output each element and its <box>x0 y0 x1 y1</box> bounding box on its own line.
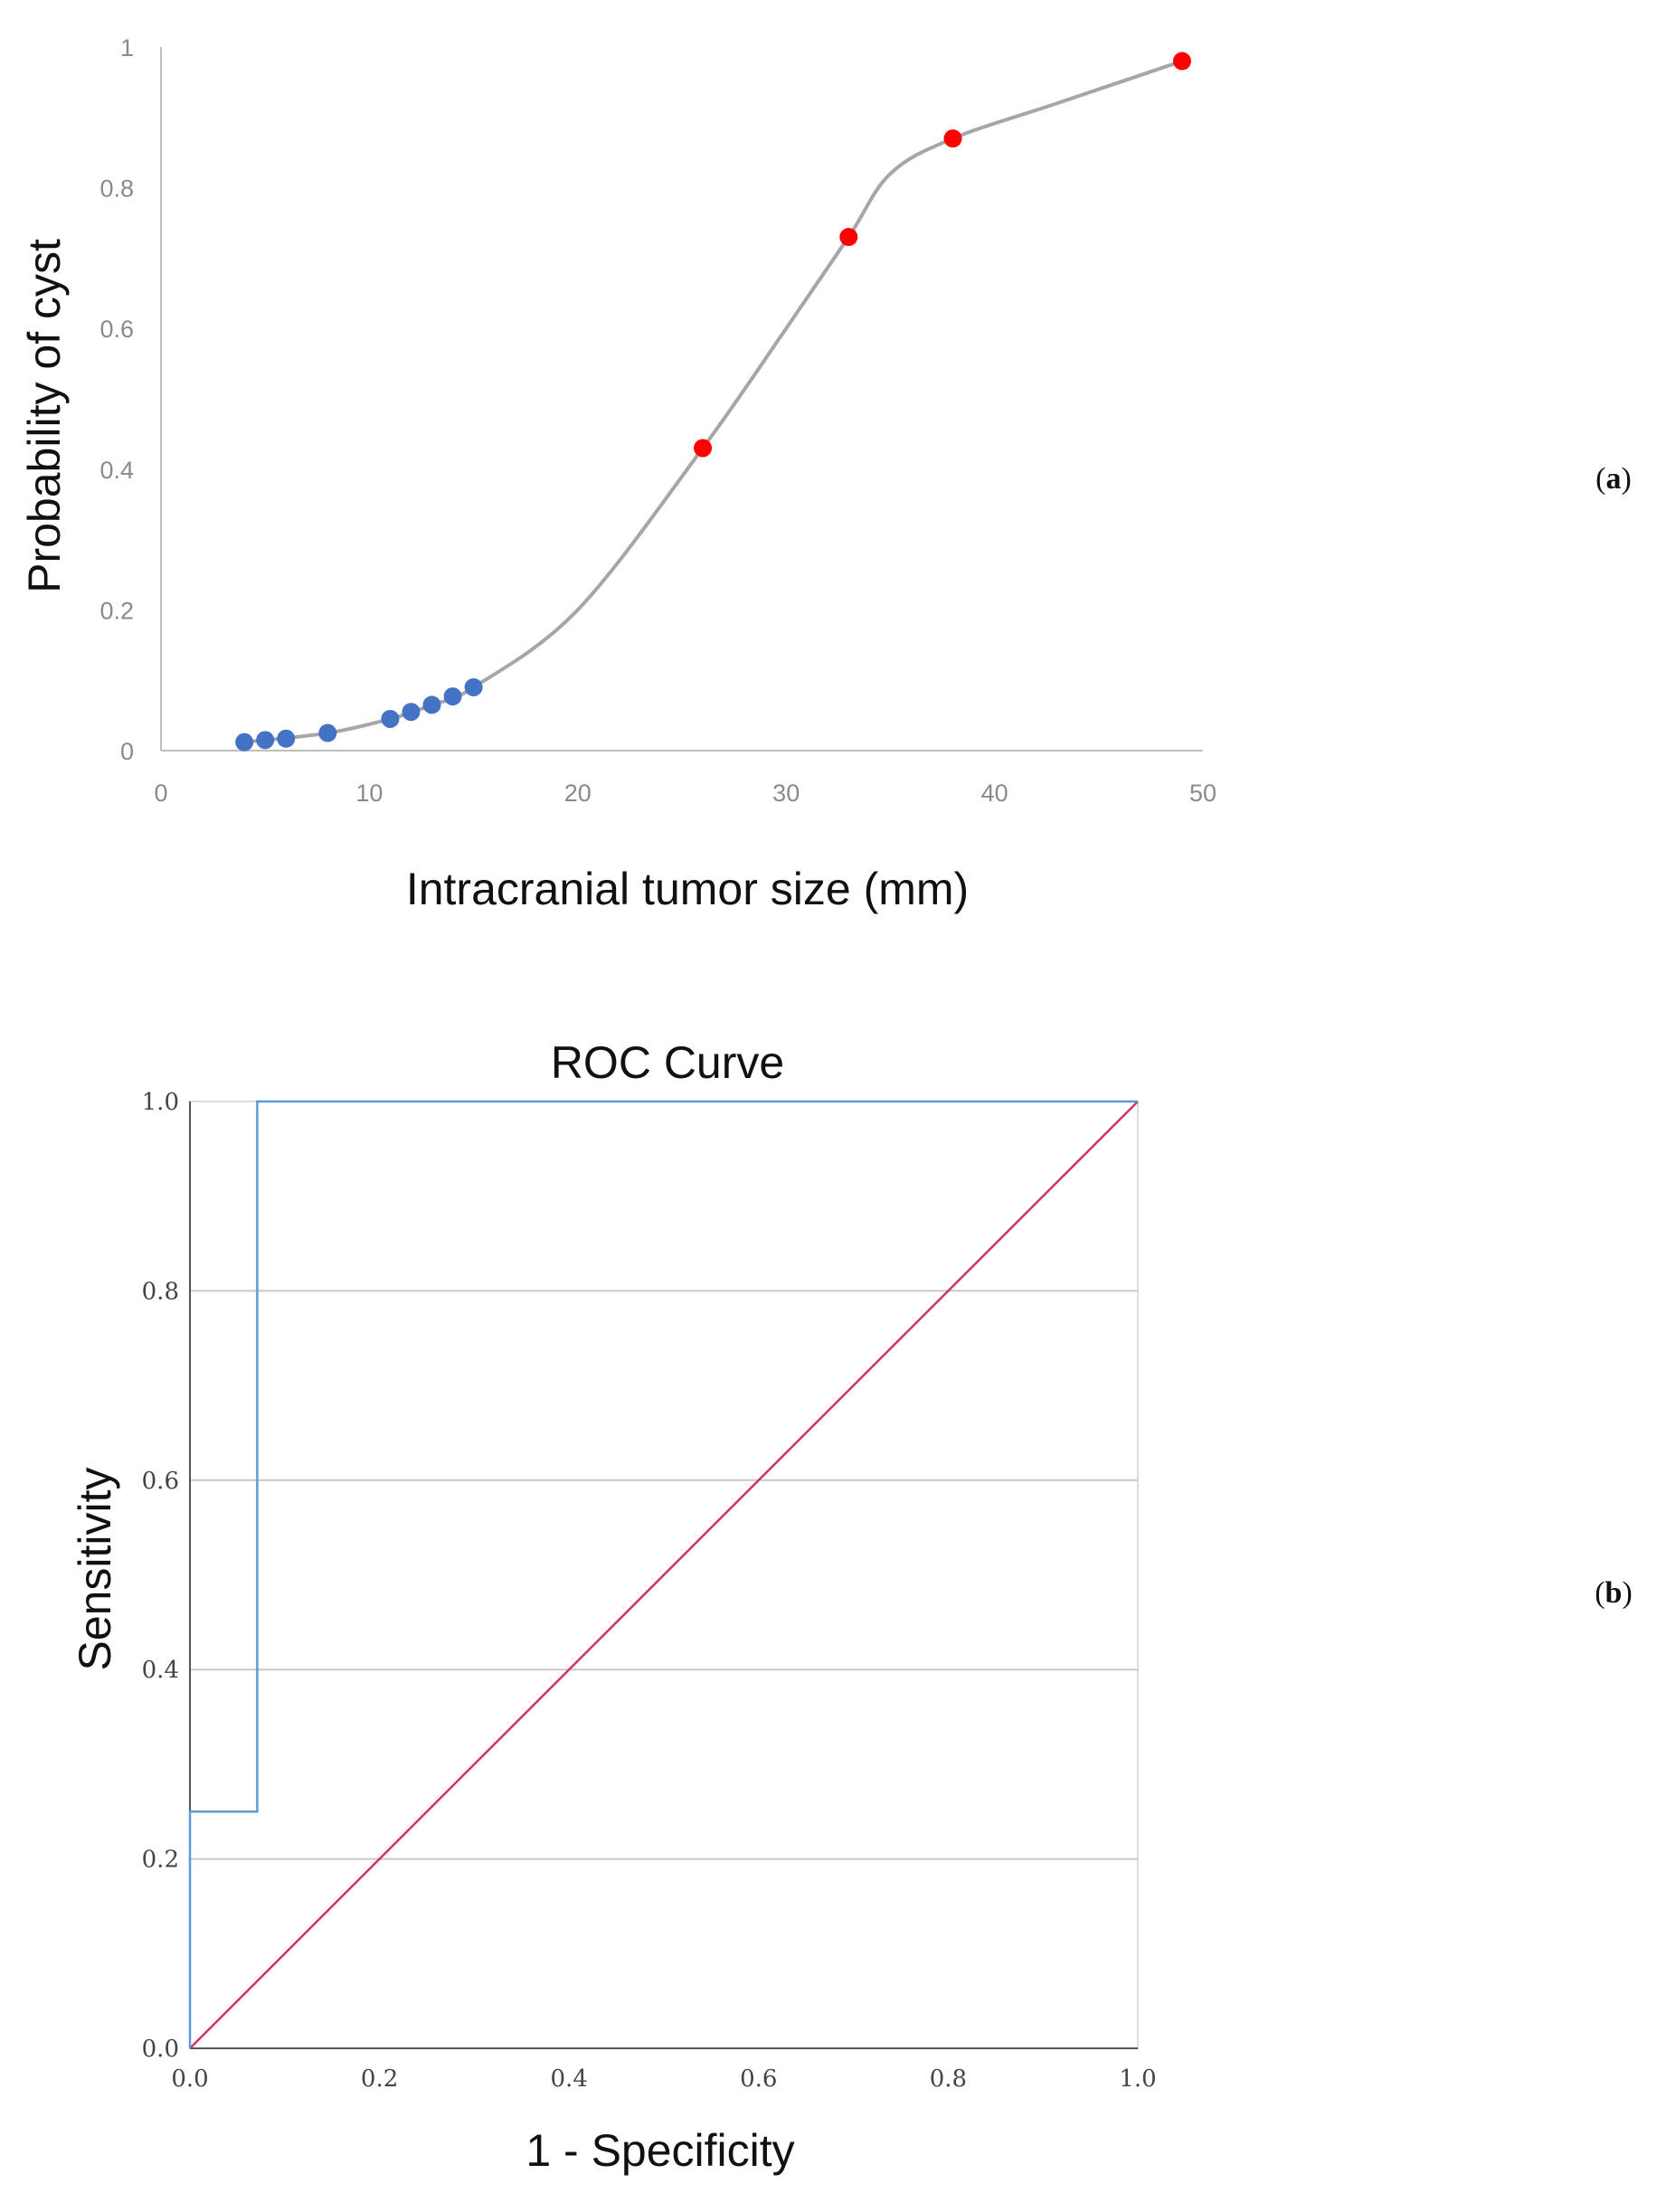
panel-b-y-tick-label: 0.0 <box>142 2036 179 2063</box>
panel-a-y-tick-label: 0.8 <box>99 175 134 203</box>
panel-a-red-point <box>943 129 962 148</box>
panel-a-red-point <box>1172 52 1191 71</box>
panel-b-roc-line <box>188 1100 1138 2048</box>
panel-a-x-tick-label: 30 <box>772 780 800 807</box>
panel-a-x-tick-label: 50 <box>1189 780 1216 807</box>
panel-a-label-letter: a <box>1606 462 1622 496</box>
panel-a-y-tick-label: 1 <box>120 34 134 61</box>
panel-a-points-layer <box>235 52 1191 752</box>
panel-b-x-tick-label: 0.2 <box>361 2065 398 2093</box>
panel-a-curve-layer <box>243 59 1183 744</box>
panel-a-blue-point <box>277 729 296 748</box>
panel-b-y-tick-label: 0.6 <box>142 1468 179 1495</box>
panel-a-label: (a) <box>1595 462 1632 496</box>
panel-b-y-tick-label: 0.2 <box>142 1847 179 1874</box>
panel-a-x-tick-label: 40 <box>981 780 1008 807</box>
panel-b-reference-line <box>189 1101 1139 2049</box>
panel-b-title: ROC Curve <box>551 1037 784 1088</box>
panel-a-blue-point <box>402 703 421 722</box>
panel-a-red-point <box>694 439 713 458</box>
panel-a-red-point <box>839 228 858 247</box>
panel-b-lines-layer <box>188 1100 1139 2049</box>
panel-b-x-tick-label: 1.0 <box>1119 2065 1156 2093</box>
panel-b-y-axis-title: Sensitivity <box>70 1467 120 1670</box>
panel-a-blue-point <box>318 723 337 742</box>
panel-a-y-tick-label: 0.2 <box>99 597 134 624</box>
panel-b-y-tick-label: 0.4 <box>142 1657 179 1684</box>
panel-a-chart: 0 10 20 30 40 50 0 0.2 0.4 0.6 0.8 1 Intracranial t… <box>19 34 1632 914</box>
panel-a-ticks-layer: 0 10 20 30 40 50 0 0.2 0.4 0.6 0.8 1 <box>99 34 1216 807</box>
panel-b-x-axis-title: 1 - Specificity <box>525 2125 794 2176</box>
panel-b-x-tick-label: 0.0 <box>171 2065 208 2093</box>
panel-a-blue-point <box>422 695 441 714</box>
panel-b-x-tick-label: 0.4 <box>551 2065 588 2093</box>
panel-b-chart: ROC Curve 0.0 0.2 0.4 0.6 0.8 1.0 0.0 0.2 0.4 0.6… <box>70 1037 1633 2176</box>
panel-b-x-tick-label: 0.8 <box>930 2065 967 2093</box>
panel-b-y-tick-label: 0.8 <box>142 1278 179 1305</box>
panel-a-y-tick-label: 0.4 <box>99 457 134 484</box>
panel-b-gridlines <box>190 1290 1138 1860</box>
panel-a-y-tick-label: 0 <box>120 738 134 765</box>
panel-b-x-tick-label: 0.6 <box>740 2065 777 2093</box>
panel-a-blue-point <box>256 731 275 750</box>
panel-a-x-axis-title: Intracranial tumor size (mm) <box>406 864 969 914</box>
panel-b-ticks-layer: 0.0 0.2 0.4 0.6 0.8 1.0 0.0 0.2 0.4 0.6 0.8 1.0 <box>142 1089 1157 2093</box>
panel-a-y-axis-title: Probability of cyst <box>19 239 70 593</box>
panel-a-blue-point <box>443 687 462 706</box>
panel-a-axes <box>160 47 1203 752</box>
panel-a-fitted-curve <box>243 59 1183 744</box>
panel-a-x-tick-label: 20 <box>564 780 592 807</box>
panel-a-blue-point <box>464 677 483 696</box>
panel-b-label-letter: b <box>1605 1576 1623 1610</box>
panel-a-x-tick-label: 10 <box>355 780 383 807</box>
panel-a-blue-point <box>381 709 400 728</box>
panel-a-x-tick-label: 0 <box>154 780 167 807</box>
panel-b-y-tick-label: 1.0 <box>142 1089 179 1116</box>
panel-a-y-tick-label: 0.6 <box>99 316 134 343</box>
panel-a-blue-point <box>235 733 254 752</box>
panel-b-label: (b) <box>1595 1576 1633 1610</box>
